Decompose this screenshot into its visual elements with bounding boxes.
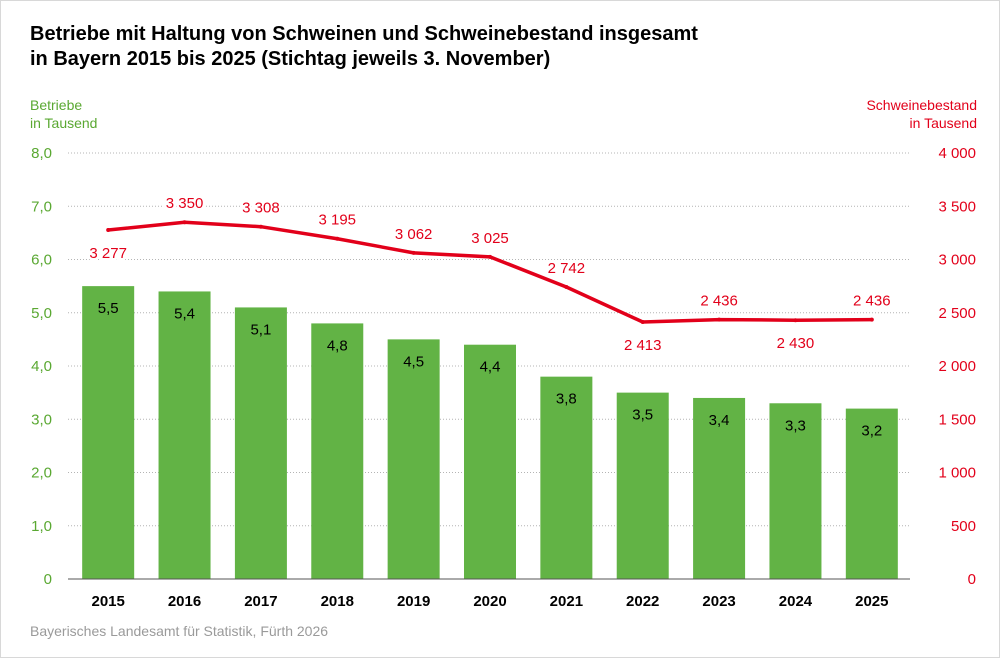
bar-value-label: 5,1 — [250, 321, 271, 338]
line-point-2017 — [258, 224, 263, 229]
bar-2025 — [845, 408, 898, 579]
chart-title-line-2: in Bayern 2015 bis 2025 (Stichtag jeweil… — [30, 48, 551, 70]
right-axis-tick-label: 500 — [951, 518, 976, 535]
chart-title-line-1: Betriebe mit Haltung von Schweinen und S… — [30, 23, 698, 45]
chart-title: Betriebe mit Haltung von Schweinen und S… — [30, 22, 698, 72]
x-axis-tick-label: 2021 — [550, 593, 583, 610]
left-axis-tick-label: 4,0 — [31, 358, 52, 375]
right-axis-tick-label: 4 000 — [938, 145, 976, 162]
right-axis-tick-label: 2 000 — [938, 358, 976, 375]
right-axis-tick-label: 0 — [968, 571, 976, 588]
right-axis-tick-label: 3 500 — [938, 198, 976, 215]
line-value-label: 2 430 — [777, 335, 815, 352]
x-axis-tick-label: 2020 — [473, 593, 506, 610]
line-value-label: 3 308 — [242, 200, 280, 217]
x-axis-tick-label: 2019 — [397, 593, 430, 610]
line-value-label: 3 277 — [89, 245, 127, 262]
bar-value-label: 4,5 — [403, 353, 424, 370]
bar-value-label: 4,8 — [327, 337, 348, 354]
line-point-2024 — [793, 318, 798, 323]
right-axis-tick-label: 2 500 — [938, 305, 976, 322]
bar-value-label: 3,2 — [861, 423, 882, 440]
left-axis-tick-label: 6,0 — [31, 252, 52, 269]
right-axis-title-line-2: in Tausend — [909, 115, 977, 131]
bar-value-label: 3,8 — [556, 391, 577, 408]
line-value-label: 3 350 — [166, 195, 204, 212]
bar-2021 — [540, 376, 593, 579]
left-axis-tick-label: 1,0 — [31, 518, 52, 535]
x-axis-tick-label: 2016 — [168, 593, 201, 610]
bar-2024 — [769, 403, 822, 579]
left-axis-tick-label: 0 — [44, 571, 52, 588]
right-axis-tick-label: 1 000 — [938, 465, 976, 482]
bar-value-label: 4,4 — [480, 359, 501, 376]
x-axis-tick-label: 2024 — [779, 593, 813, 610]
bar-value-label: 3,5 — [632, 407, 653, 424]
right-axis-title: Schweinebestand in Tausend — [866, 96, 977, 132]
right-axis-title-line-1: Schweinebestand — [866, 97, 977, 113]
bar-2017 — [234, 307, 287, 579]
line-point-2018 — [335, 236, 340, 241]
line-point-2019 — [411, 250, 416, 255]
line-point-2015 — [106, 227, 111, 232]
line-value-label: 2 436 — [853, 293, 891, 310]
left-axis-title: Betriebe in Tausend — [30, 96, 97, 132]
bar-value-label: 3,4 — [709, 412, 730, 429]
line-value-label: 3 062 — [395, 226, 433, 243]
left-axis-tick-label: 5,0 — [31, 305, 52, 322]
left-axis-tick-label: 2,0 — [31, 465, 52, 482]
line-point-2025 — [869, 317, 874, 322]
left-axis-title-line-1: Betriebe — [30, 97, 83, 113]
line-point-2021 — [564, 284, 569, 289]
x-axis-tick-label: 2018 — [321, 593, 354, 610]
left-axis-tick-label: 8,0 — [31, 145, 52, 162]
x-axis-tick-label: 2017 — [244, 593, 277, 610]
line-value-label: 2 413 — [624, 337, 662, 354]
source-note: Bayerisches Landesamt für Statistik, Für… — [30, 623, 329, 639]
left-axis-tick-label: 3,0 — [31, 411, 52, 428]
bar-value-label: 5,5 — [98, 300, 119, 317]
line-point-2020 — [488, 254, 492, 259]
line-value-label: 2 436 — [700, 293, 738, 310]
right-axis-tick-label: 1 500 — [938, 411, 976, 428]
line-value-label: 2 742 — [548, 260, 586, 277]
x-axis-tick-label: 2015 — [91, 593, 124, 610]
line-point-2023 — [717, 317, 722, 322]
left-axis-tick-label: 7,0 — [31, 198, 52, 215]
bar-2020 — [464, 344, 516, 579]
bar-2022 — [616, 392, 669, 579]
x-axis-tick-label: 2022 — [626, 593, 659, 610]
x-axis-tick-label: 2025 — [855, 593, 888, 610]
line-value-label: 3 195 — [318, 212, 356, 229]
line-point-2016 — [182, 220, 187, 225]
bar-value-label: 5,4 — [174, 305, 195, 322]
bar-2019 — [387, 339, 440, 579]
bar-2015 — [82, 286, 135, 579]
bar-value-label: 3,3 — [785, 417, 806, 434]
x-axis-tick-label: 2023 — [702, 593, 735, 610]
bar-2023 — [693, 397, 746, 579]
line-value-label: 3 025 — [471, 230, 509, 247]
left-axis-title-line-2: in Tausend — [30, 115, 98, 131]
right-axis-tick-label: 3 000 — [938, 252, 976, 269]
line-point-2022 — [640, 320, 645, 325]
bar-2018 — [311, 323, 364, 579]
bar-2016 — [158, 291, 211, 579]
